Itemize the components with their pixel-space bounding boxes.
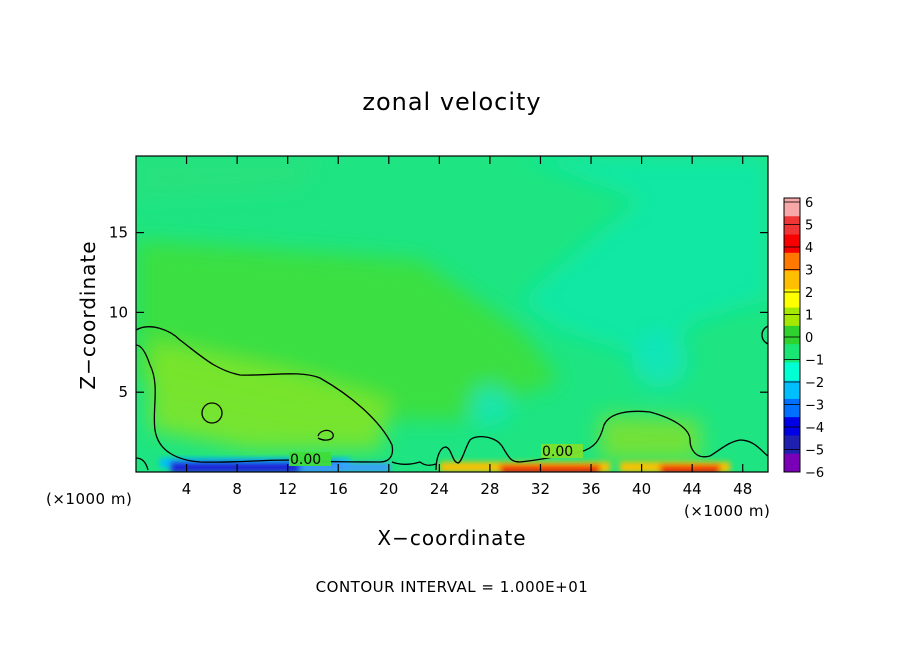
colorbar-swatch (784, 435, 800, 455)
colorbar-level-label: −5 (805, 444, 824, 459)
contour-label-bg-2 (541, 444, 583, 458)
colorbar-swatch (784, 307, 800, 327)
colorbar-level-label: −4 (805, 421, 824, 436)
colorbar-swatch (784, 271, 800, 290)
colorbar-level-label: 1 (805, 309, 813, 324)
x-axis-ticks: 4 8 12 16 20 24 28 32 36 40 44 48 (182, 156, 752, 498)
cyan-spot-mid (470, 385, 510, 425)
x-tick-label: 4 (182, 480, 192, 498)
surface-blue-band (170, 461, 340, 472)
colorbar-level-label: −2 (805, 376, 824, 391)
x-tick-label: 32 (531, 480, 550, 498)
x-tick-label: 28 (480, 480, 499, 498)
cyan-upper-region (520, 156, 768, 360)
y-tick-label: 15 (109, 224, 128, 242)
velocity-field: 0.00 0.00 (136, 156, 768, 472)
colorbar-level-label: 4 (805, 241, 813, 256)
colorbar-swatch (784, 289, 800, 309)
x-axis-label: X−coordinate (377, 526, 527, 550)
contour-label-zero-2: 0.00 (542, 444, 573, 460)
colorbar-swatch (784, 216, 800, 236)
colorbar-level-label: 2 (805, 286, 813, 301)
x-tick-label: 16 (329, 480, 348, 498)
chart-title: zonal velocity (362, 88, 542, 116)
colorbar-level-label: 5 (805, 219, 813, 234)
x-tick-label: 24 (430, 480, 449, 498)
y-axis-ticks: 5 10 15 (109, 224, 768, 401)
surface-red-band-1 (500, 465, 600, 472)
contour-line-left-edge (136, 457, 149, 471)
contour-ring-tiny (317, 429, 334, 441)
colorbar-swatch (784, 198, 800, 217)
x-tick-label: 44 (683, 480, 702, 498)
colorbar-swatch (784, 417, 800, 436)
contour-line-left-lobe (136, 326, 394, 463)
contour-line-right-edge (761, 325, 768, 345)
colorbar-level-label: −3 (805, 399, 824, 414)
colorbar-swatch (784, 325, 800, 345)
colorbar-swatch (784, 398, 800, 418)
x-tick-label: 36 (581, 480, 600, 498)
x-axis-unit: (×1000 m) (684, 502, 771, 520)
colorbar-swatch (784, 362, 800, 382)
colorbar-swatch (784, 453, 800, 473)
colorbar-level-label: 3 (805, 264, 813, 279)
cyan-spot-right (632, 332, 688, 388)
colorbar-level-label: 6 (805, 196, 813, 211)
contour-label-zero-1: 0.00 (290, 452, 321, 468)
colorbar: 6 5 4 3 2 1 0 −1 −2 −3 −4 −5 −6 (783, 196, 824, 481)
x-tick-label: 20 (379, 480, 398, 498)
contour-line-mid-surface (391, 461, 437, 466)
colorbar-swatch (784, 252, 800, 272)
contour-label-bg-1 (289, 452, 331, 466)
plot-frame (135, 155, 769, 473)
contour-interval-note: CONTOUR INTERVAL = 1.000E+01 (315, 578, 589, 596)
colorbar-swatch (784, 344, 800, 363)
x-tick-label: 48 (733, 480, 752, 498)
x-tick-label: 8 (232, 480, 242, 498)
surface-light-blue-band (300, 463, 390, 472)
y-tick-label: 5 (118, 383, 128, 401)
x-tick-label: 40 (632, 480, 651, 498)
green-upper-left-region (136, 156, 320, 200)
y-axis-unit: (×1000 m) (46, 490, 133, 508)
colorbar-level-label: −1 (805, 354, 824, 369)
surface-red-band-2 (660, 465, 720, 472)
colorbar-swatch (784, 380, 800, 400)
y-tick-label: 10 (109, 303, 128, 321)
yellowgreen-right-lobe (600, 415, 700, 460)
colorbar-swatch (784, 234, 800, 254)
surface-layer (160, 458, 730, 472)
colorbar-level-label: −6 (805, 466, 824, 481)
colorbar-level-label: 0 (805, 331, 813, 346)
contour-ring-small (201, 402, 223, 424)
x-tick-label: 12 (278, 480, 297, 498)
